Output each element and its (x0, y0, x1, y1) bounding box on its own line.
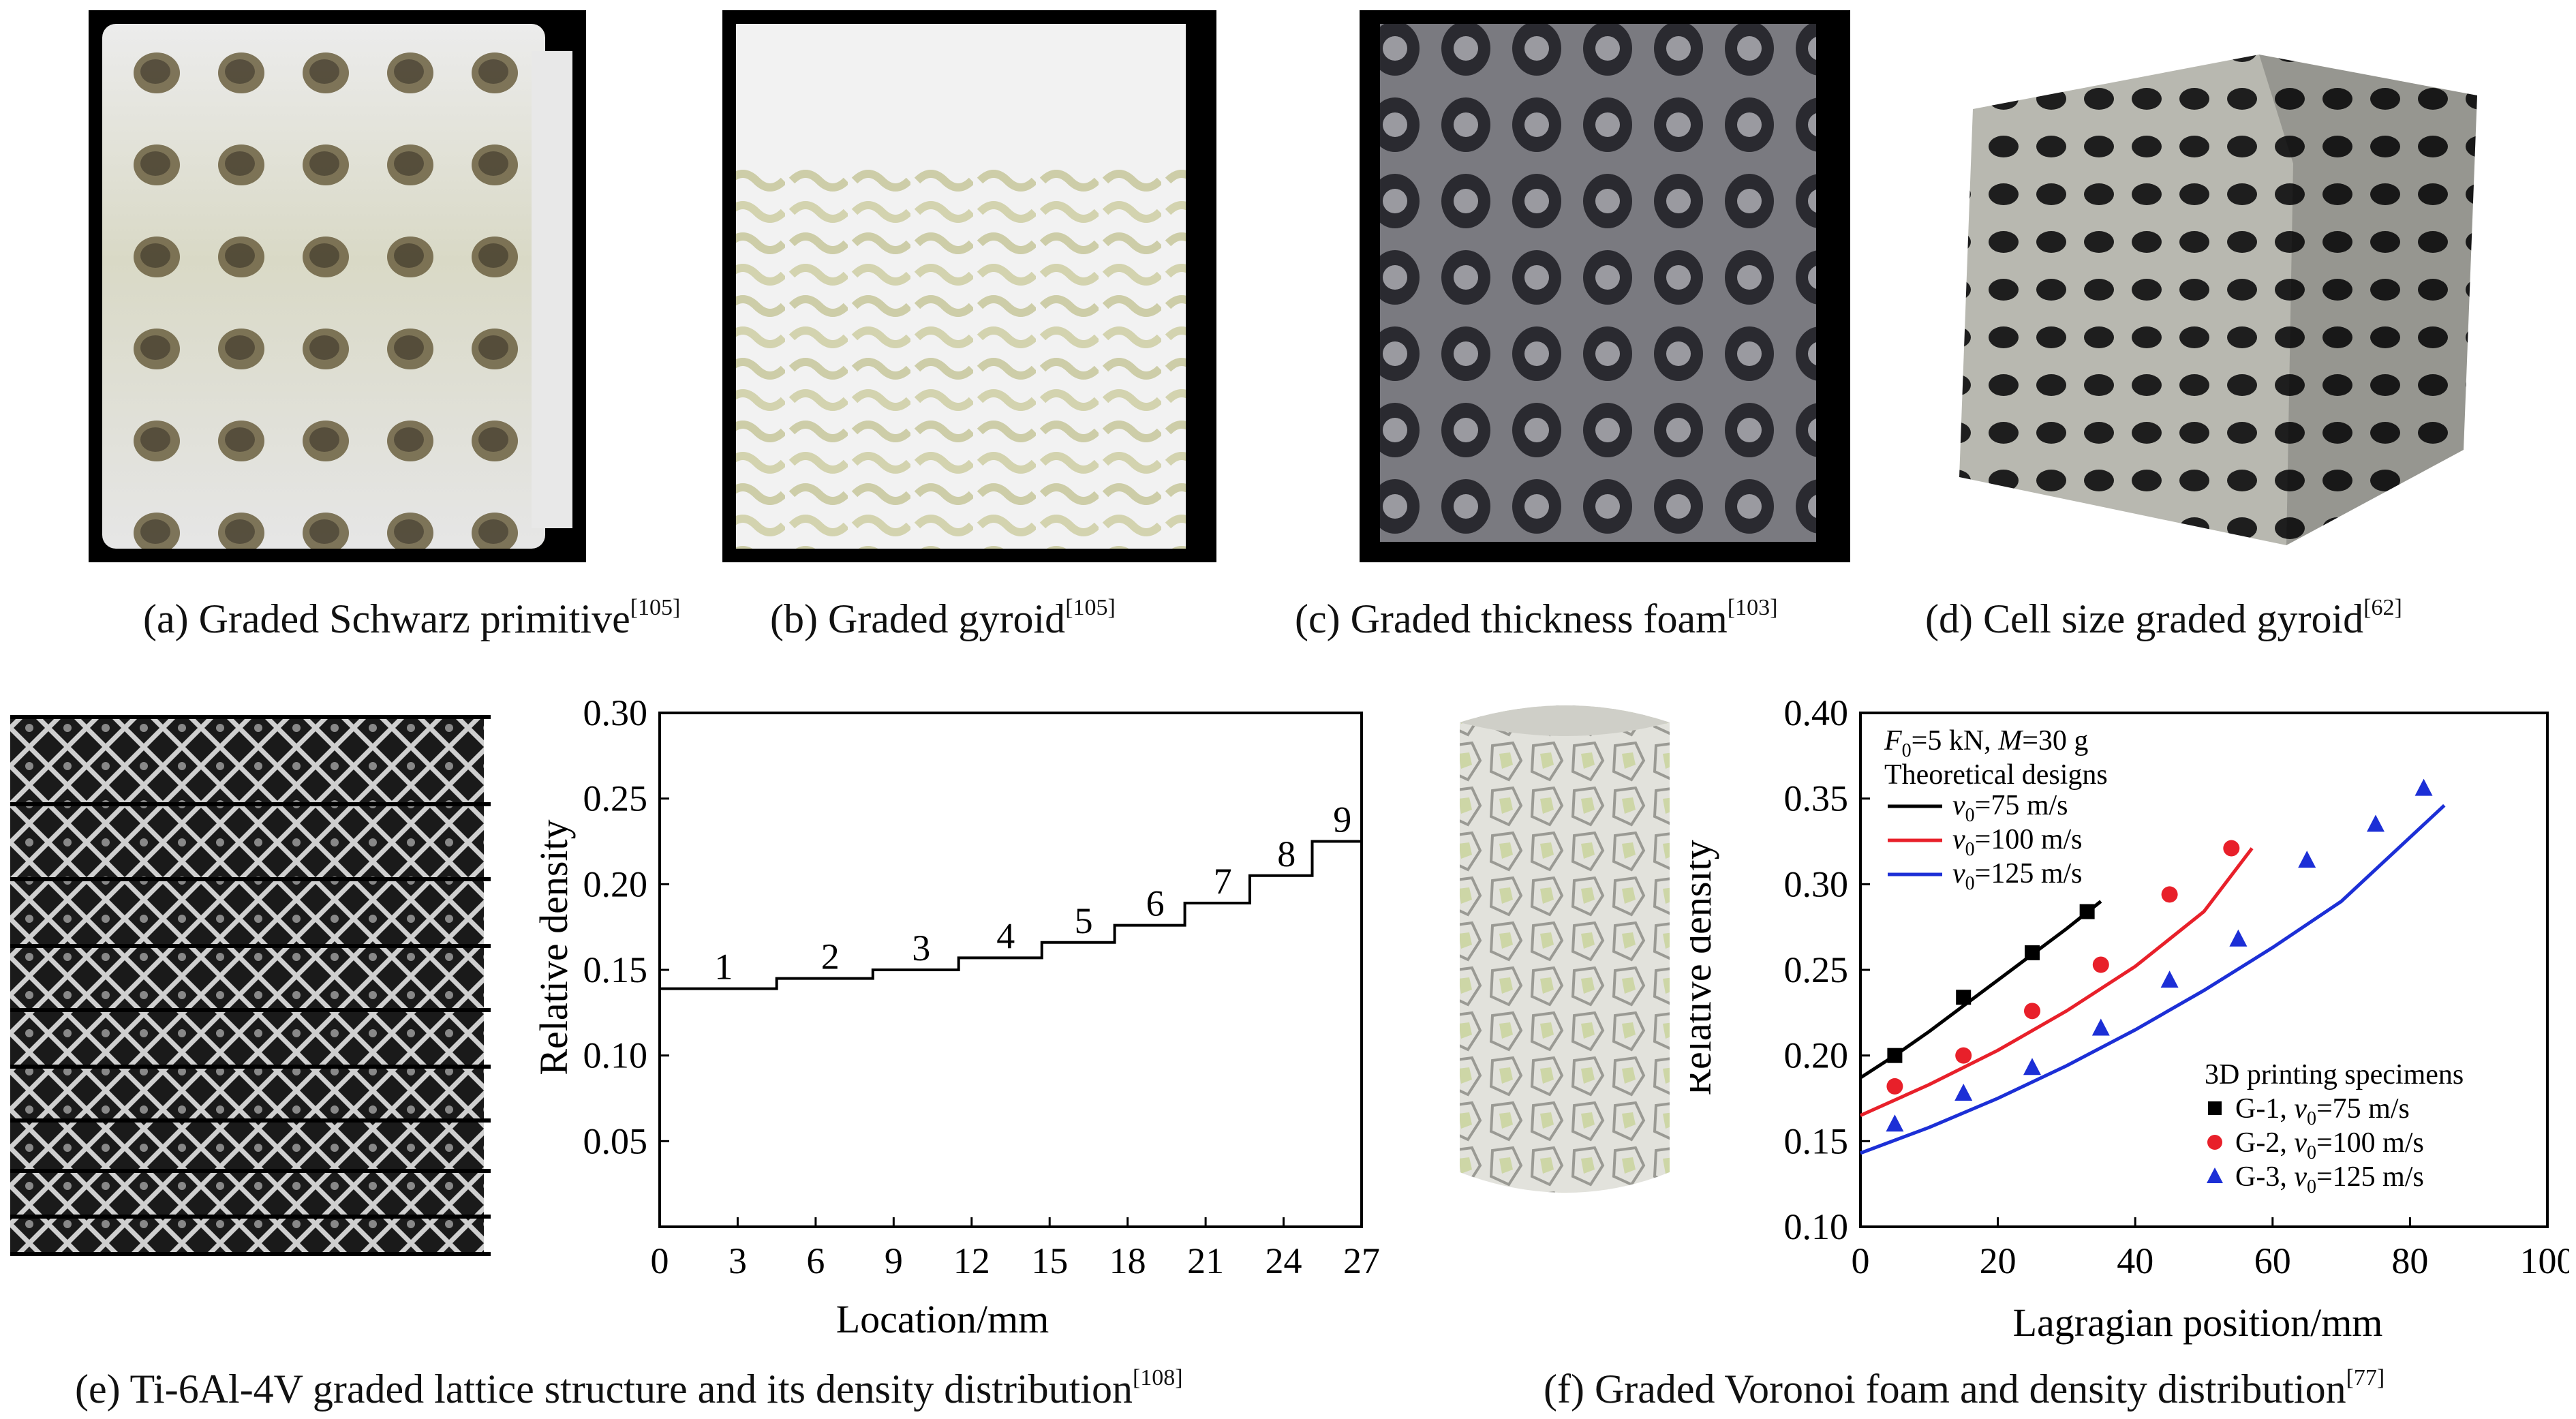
chart-e-xtick-label: 18 (1109, 1240, 1146, 1281)
chart-e-step-label: 4 (996, 915, 1015, 956)
conditions-text: F0=5 kN, M=30 g (1884, 725, 2088, 761)
lagrangian-density-chart: 0 20 40 60 80 100 0.10 0.15 0.20 0.25 0.30 0.35 0.40… (1690, 692, 2570, 1345)
chart-f-point-square (1956, 990, 1972, 1005)
chart-f-ytick-label: 0.15 (1784, 1120, 1849, 1161)
legend-specimen-label: G-1, v0=75 m/s (2235, 1093, 2410, 1129)
chart-e-xtick-label: 6 (806, 1240, 825, 1281)
chart-e-xtick-label: 9 (885, 1240, 903, 1281)
legend-specimen-marker (2207, 1168, 2223, 1183)
caption-a: (a) Graded Schwarz primitive[105] (143, 595, 681, 641)
caption-d: (d) Cell size graded gyroid[62] (1925, 595, 2402, 641)
chart-f-xtick-label: 20 (1980, 1240, 2017, 1281)
chart-f-xlabel: Lagragian position/mm (2013, 1300, 2383, 1345)
chart-f-ytick-label: 0.30 (1784, 864, 1849, 904)
chart-f-point-circle (2092, 956, 2109, 973)
chart-e-step-label: 6 (1146, 883, 1165, 924)
chart-e-xlabel: Location/mm (836, 1297, 1049, 1341)
chart-e-ytick-label: 0.30 (583, 692, 648, 733)
chart-f-xtick-label: 60 (2254, 1240, 2291, 1281)
chart-f-curve-2 (1859, 847, 2254, 1117)
chart-e-ylabel: Relative density (532, 819, 576, 1075)
chart-f-ytick-label: 0.25 (1784, 949, 1849, 990)
chart-f-point-triangle (1886, 1114, 1904, 1132)
chart-e-step-label: 2 (821, 936, 840, 977)
ti-lattice-image (10, 709, 491, 1261)
voronoi-foam-image (1445, 695, 1690, 1213)
chart-e-xtick-label: 12 (953, 1240, 990, 1281)
chart-e-step-label: 5 (1075, 900, 1093, 941)
chart-e-step-label: 8 (1277, 834, 1295, 874)
chart-f-xtick-label: 80 (2391, 1240, 2428, 1281)
chart-f-xtick-label: 40 (2117, 1240, 2153, 1281)
chart-e-xtick-label: 21 (1187, 1240, 1224, 1281)
chart-f-xtick-label: 100 (2520, 1240, 2570, 1281)
chart-f-ytick-label: 0.40 (1784, 692, 1849, 733)
chart-f-point-circle (2223, 840, 2240, 857)
caption-f: (f) Graded Voronoi foam and density dist… (1544, 1365, 2385, 1412)
chart-e-xtick-label: 0 (651, 1240, 669, 1281)
chart-f-point-circle (2161, 886, 2178, 903)
chart-f-ytick-label: 0.20 (1784, 1035, 1849, 1076)
chart-f-point-triangle (2229, 929, 2248, 947)
legend-specimen-marker (2207, 1135, 2222, 1150)
chart-e-step-label: 1 (714, 947, 733, 988)
chart-e-ytick-label: 0.05 (583, 1120, 648, 1161)
chart-e-ytick-label: 0.15 (583, 949, 648, 990)
chart-e-ytick-label: 0.20 (583, 864, 648, 904)
caption-c: (c) Graded thickness foam[103] (1295, 595, 1778, 641)
chart-e-step-label: 9 (1333, 799, 1351, 840)
legend-curve-label: v0=75 m/s (1952, 790, 2068, 826)
chart-f-ylabel: Relative density (1690, 840, 1719, 1095)
chart-f-point-circle (1955, 1047, 1972, 1064)
chart-f-point-triangle (2414, 778, 2433, 796)
schwarz-primitive-image (89, 10, 586, 562)
chart-e-step-line (660, 840, 1362, 990)
chart-f-point-triangle (2091, 1018, 2110, 1036)
chart-e-ytick-label: 0.10 (583, 1035, 648, 1076)
chart-f-legend-specimens: 3D printing specimens G-1, v0=75 m/sG-2,… (2205, 1059, 2464, 1197)
chart-f-point-square (1887, 1048, 1903, 1063)
thickness-foam-image (1360, 10, 1850, 562)
graded-gyroid-image (722, 10, 1216, 562)
chart-e-step-label: 3 (912, 928, 930, 968)
chart-e-xtick-label: 3 (729, 1240, 747, 1281)
caption-b: (b) Graded gyroid[105] (770, 595, 1116, 641)
chart-e-xtick-label: 24 (1266, 1240, 1302, 1281)
legend-specimen-marker (2208, 1101, 2222, 1115)
chart-e-ytick-label: 0.25 (583, 778, 648, 819)
chart-e-frame (658, 712, 1363, 1228)
chart-f-point-triangle (2160, 971, 2179, 988)
chart-f-ytick-label: 0.35 (1784, 778, 1849, 819)
chart-f-point-triangle (2298, 851, 2316, 868)
cell-size-gyroid-image (1932, 27, 2491, 566)
chart-f-legend-theory: F0=5 kN, M=30 g Theoretical designs v0=7… (1884, 725, 2108, 894)
chart-e-xtick-label: 15 (1031, 1240, 1068, 1281)
chart-f-point-triangle (2023, 1058, 2041, 1075)
legend-specimen-label: G-2, v0=100 m/s (2235, 1127, 2424, 1163)
chart-f-point-triangle (1954, 1083, 1973, 1101)
chart-e-step-label: 7 (1214, 861, 1232, 902)
chart-f-ytick-label: 0.10 (1784, 1206, 1849, 1247)
theory-title: Theoretical designs (1884, 759, 2108, 791)
chart-f-point-square (2079, 904, 2095, 919)
density-step-chart: 0 3 6 9 12 15 18 21 24 270.050.100.150.200.250.30… (532, 692, 1380, 1341)
legend-curve-label: v0=100 m/s (1952, 824, 2083, 860)
chart-f-curve-3 (1860, 804, 2446, 1155)
specimen-title: 3D printing specimens (2205, 1059, 2464, 1090)
legend-specimen-label: G-3, v0=125 m/s (2235, 1161, 2424, 1197)
chart-f-point-triangle (2367, 814, 2385, 832)
chart-f-point-circle (1886, 1078, 1903, 1095)
chart-f-xtick-label: 0 (1852, 1240, 1870, 1281)
chart-e-xtick-label: 27 (1343, 1240, 1380, 1281)
legend-curve-label: v0=125 m/s (1952, 858, 2083, 894)
caption-e: (e) Ti-6Al-4V graded lattice structure a… (75, 1365, 1183, 1412)
chart-f-point-square (2025, 945, 2040, 960)
chart-f-point-circle (2024, 1003, 2040, 1020)
